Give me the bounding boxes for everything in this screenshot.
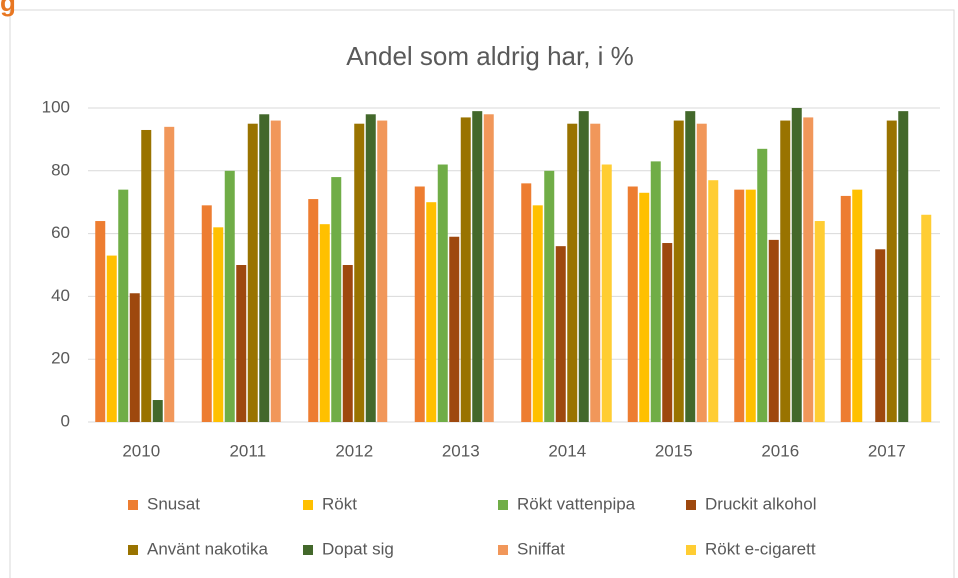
bar [152, 400, 163, 422]
y-tick-label: 60 [51, 223, 70, 242]
legend-label: Snusat [147, 494, 200, 513]
legend-label: Druckit alkohol [705, 494, 817, 513]
legend-swatch [498, 500, 508, 510]
bar [803, 117, 814, 423]
y-tick-label: 20 [51, 349, 70, 368]
heading: g [0, 0, 16, 17]
bar [627, 186, 638, 422]
bar [708, 180, 719, 422]
x-tick-label: 2015 [655, 441, 693, 460]
bar [840, 195, 851, 422]
bar [141, 129, 152, 423]
bar [639, 192, 650, 422]
legend-label: Rökt [322, 494, 357, 513]
bar [308, 199, 319, 422]
bar [852, 189, 863, 422]
bar [377, 120, 388, 422]
bar [414, 186, 425, 422]
bar [567, 123, 578, 422]
legend-swatch [686, 545, 696, 555]
y-tick-label: 40 [51, 286, 70, 305]
chart-title: Andel som aldrig har, i % [346, 41, 634, 71]
y-tick-label: 0 [61, 411, 70, 430]
bar [319, 224, 330, 422]
bar [685, 111, 696, 422]
bar [449, 236, 460, 422]
x-tick-label: 2012 [335, 441, 373, 460]
bar [898, 111, 909, 422]
x-tick-label: 2013 [442, 441, 480, 460]
bar [331, 177, 342, 422]
legend-label: Rökt e-cigarett [705, 539, 816, 558]
bar [650, 161, 661, 422]
legend-label: Rökt vattenpipa [517, 494, 636, 513]
bar [791, 108, 802, 422]
bar [590, 123, 601, 422]
bar [270, 120, 281, 422]
bar [437, 164, 448, 422]
bar [532, 205, 543, 422]
bar [886, 120, 897, 422]
bar [521, 183, 532, 422]
legend-label: Dopat sig [322, 539, 394, 558]
y-tick-label: 100 [42, 97, 70, 116]
bar [118, 189, 129, 422]
bar [164, 126, 175, 422]
legend-swatch [686, 500, 696, 510]
bar [247, 123, 258, 422]
bar [555, 246, 566, 422]
bar [544, 170, 555, 422]
bar [745, 189, 756, 422]
bar [921, 214, 932, 422]
bar [673, 120, 684, 422]
x-tick-label: 2014 [548, 441, 586, 460]
bar [426, 202, 437, 422]
y-tick-label: 80 [51, 160, 70, 179]
bar [224, 170, 235, 422]
legend-swatch [303, 545, 313, 555]
bar [601, 164, 612, 422]
bar [259, 114, 270, 422]
bar [460, 117, 471, 423]
bar [780, 120, 791, 422]
bar [236, 265, 247, 422]
legend-swatch [303, 500, 313, 510]
bar [757, 148, 768, 422]
bar [768, 239, 779, 422]
bar [472, 111, 483, 422]
x-tick-label: 2016 [761, 441, 799, 460]
legend-label: Sniffat [517, 539, 565, 558]
bar [662, 243, 673, 422]
bar [483, 114, 494, 422]
legend-swatch [498, 545, 508, 555]
bar [734, 189, 745, 422]
legend-swatch [128, 500, 138, 510]
bar [354, 123, 365, 422]
bar [201, 205, 212, 422]
bar [342, 265, 353, 422]
bar [814, 221, 825, 422]
x-tick-label: 2017 [868, 441, 906, 460]
bar [578, 111, 589, 422]
bar [95, 221, 106, 422]
bar [129, 293, 140, 422]
bar [696, 123, 707, 422]
bar [875, 249, 886, 422]
legend-label: Använt nakotika [147, 539, 269, 558]
bar [106, 255, 117, 422]
x-tick-label: 2010 [122, 441, 160, 460]
bar [213, 227, 224, 422]
bar [365, 114, 376, 422]
legend-swatch [128, 545, 138, 555]
x-tick-label: 2011 [229, 441, 266, 460]
